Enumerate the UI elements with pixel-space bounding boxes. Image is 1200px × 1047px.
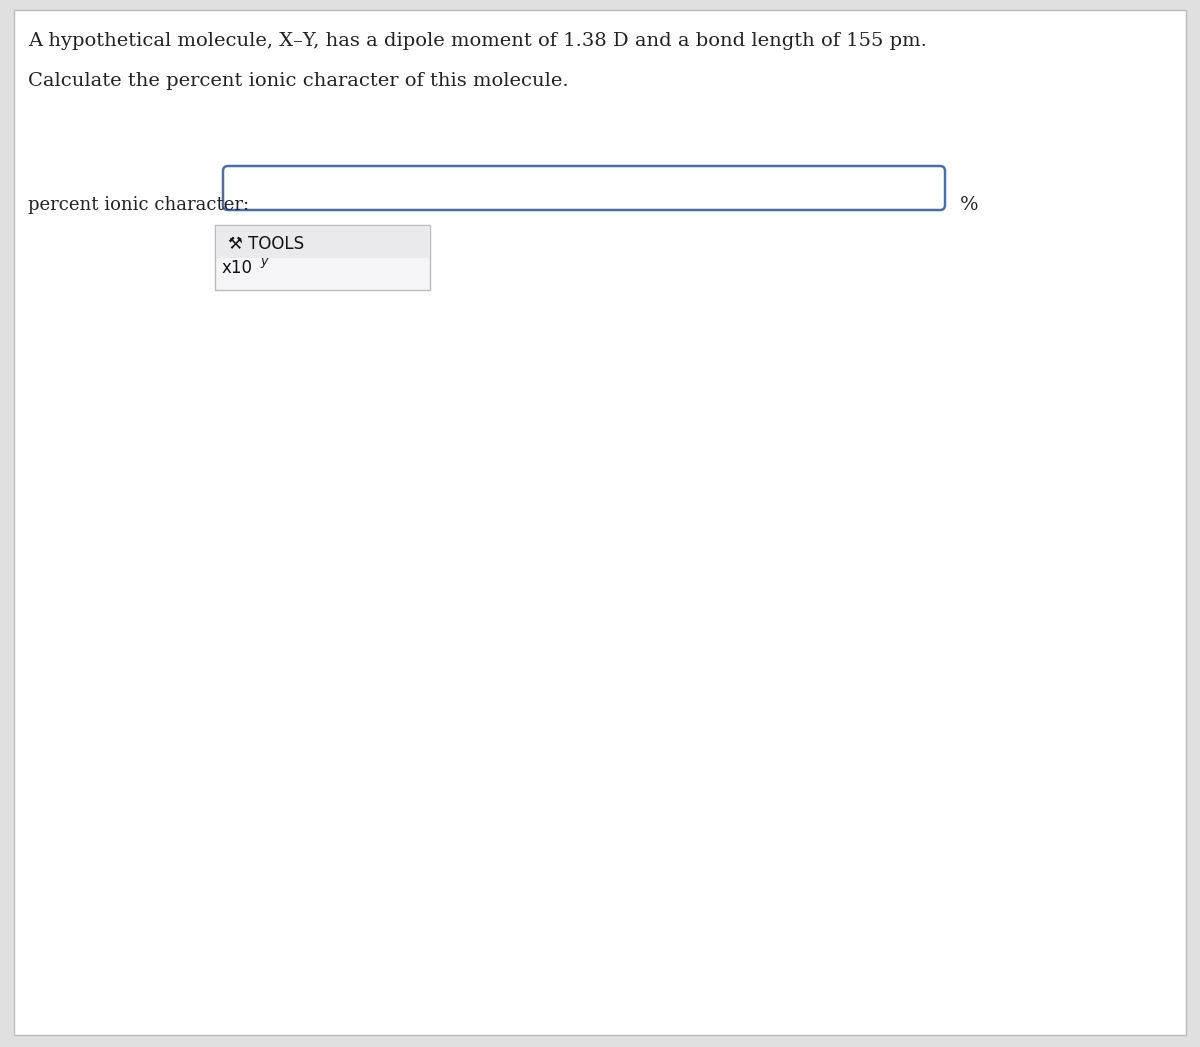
FancyBboxPatch shape bbox=[216, 226, 430, 258]
FancyBboxPatch shape bbox=[14, 10, 1186, 1035]
FancyBboxPatch shape bbox=[215, 225, 430, 290]
FancyBboxPatch shape bbox=[223, 166, 946, 210]
Text: %: % bbox=[960, 196, 979, 214]
Text: y: y bbox=[260, 255, 268, 268]
Text: x10: x10 bbox=[222, 259, 253, 277]
Text: Calculate the percent ionic character of this molecule.: Calculate the percent ionic character of… bbox=[28, 72, 569, 90]
Text: A hypothetical molecule, X–Y, has a dipole moment of 1.38 D and a bond length of: A hypothetical molecule, X–Y, has a dipo… bbox=[28, 32, 926, 50]
Text: percent ionic character:: percent ionic character: bbox=[28, 196, 250, 214]
Text: ⚒ TOOLS: ⚒ TOOLS bbox=[228, 235, 304, 253]
